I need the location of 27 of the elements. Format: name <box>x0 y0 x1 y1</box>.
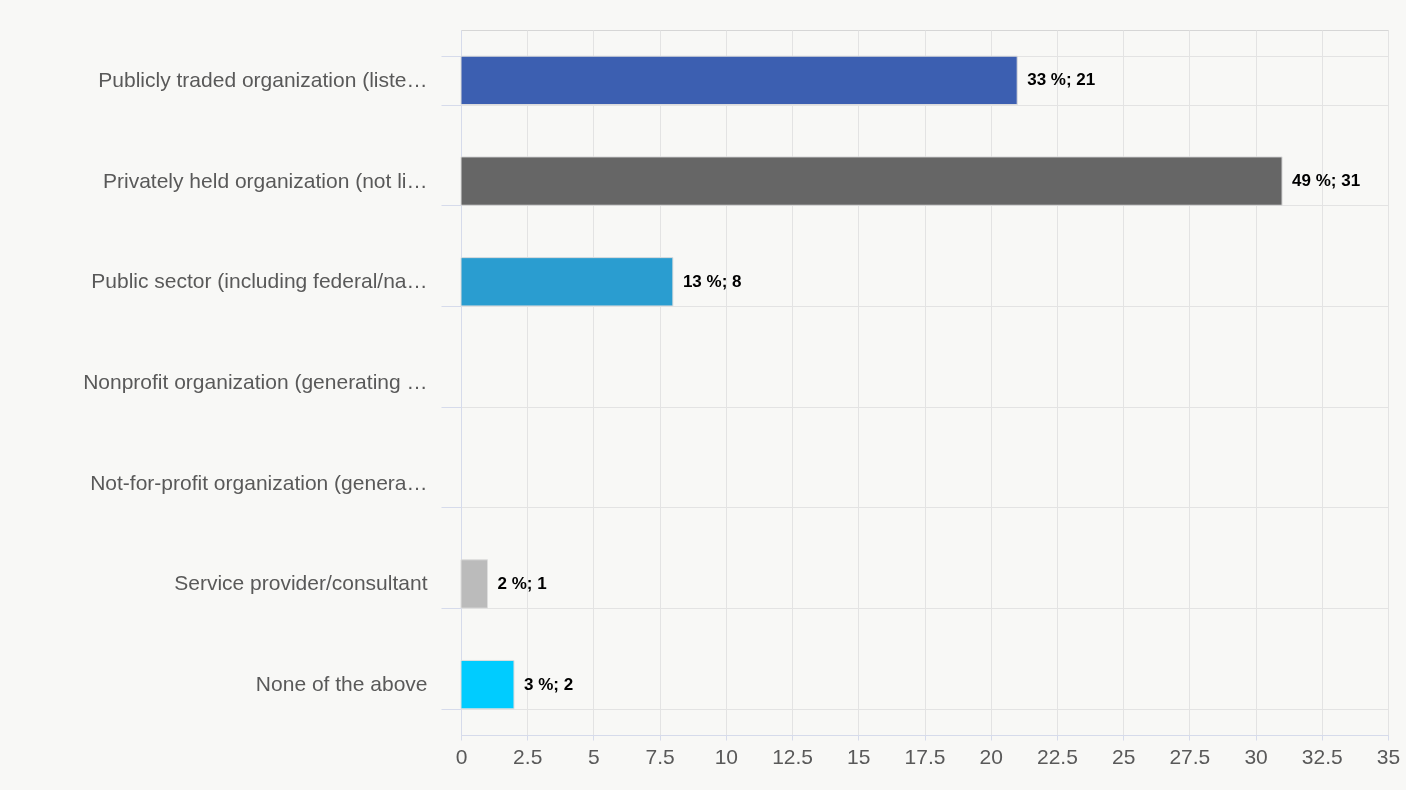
x-tick-label: 25 <box>1111 744 1136 768</box>
x-tick-label: 32.5 <box>1301 744 1343 768</box>
y-tick-label: None of the above <box>255 672 428 696</box>
y-tick-label: Not-for-profit organization (genera… <box>90 470 428 494</box>
y-tick-label: Service provider/consultant <box>174 571 428 595</box>
x-tick-label: 5 <box>588 744 600 768</box>
data-label: 49 %; 31 <box>1292 171 1361 191</box>
x-tick-label: 35 <box>1376 744 1401 768</box>
y-tick-label: Publicly traded organization (liste… <box>98 67 428 91</box>
data-label: 33 %; 21 <box>1027 70 1096 90</box>
x-tick-label: 15 <box>847 744 871 768</box>
x-tick-label: 22.5 <box>1036 744 1078 768</box>
y-tick-label: Privately held organization (not li… <box>103 168 428 192</box>
y-tick-label: Nonprofit organization (generating … <box>83 370 428 393</box>
data-label: 13 %; 8 <box>682 271 742 291</box>
x-tick-label: 30 <box>1244 744 1268 768</box>
data-label: 2 %; 1 <box>497 573 547 593</box>
x-tick-label: 0 <box>455 744 468 768</box>
x-tick-label: 20 <box>979 744 1003 768</box>
x-tick-label: 27.5 <box>1169 744 1211 768</box>
x-tick-label: 10 <box>714 744 739 768</box>
x-tick-label: 7.5 <box>645 744 675 768</box>
x-tick-label: 17.5 <box>904 744 946 768</box>
y-tick-label: Public sector (including federal/na… <box>91 269 428 293</box>
data-label: 3 %; 2 <box>523 674 574 694</box>
x-tick-label: 12.5 <box>772 744 814 768</box>
x-tick-label: 2.5 <box>513 744 543 768</box>
